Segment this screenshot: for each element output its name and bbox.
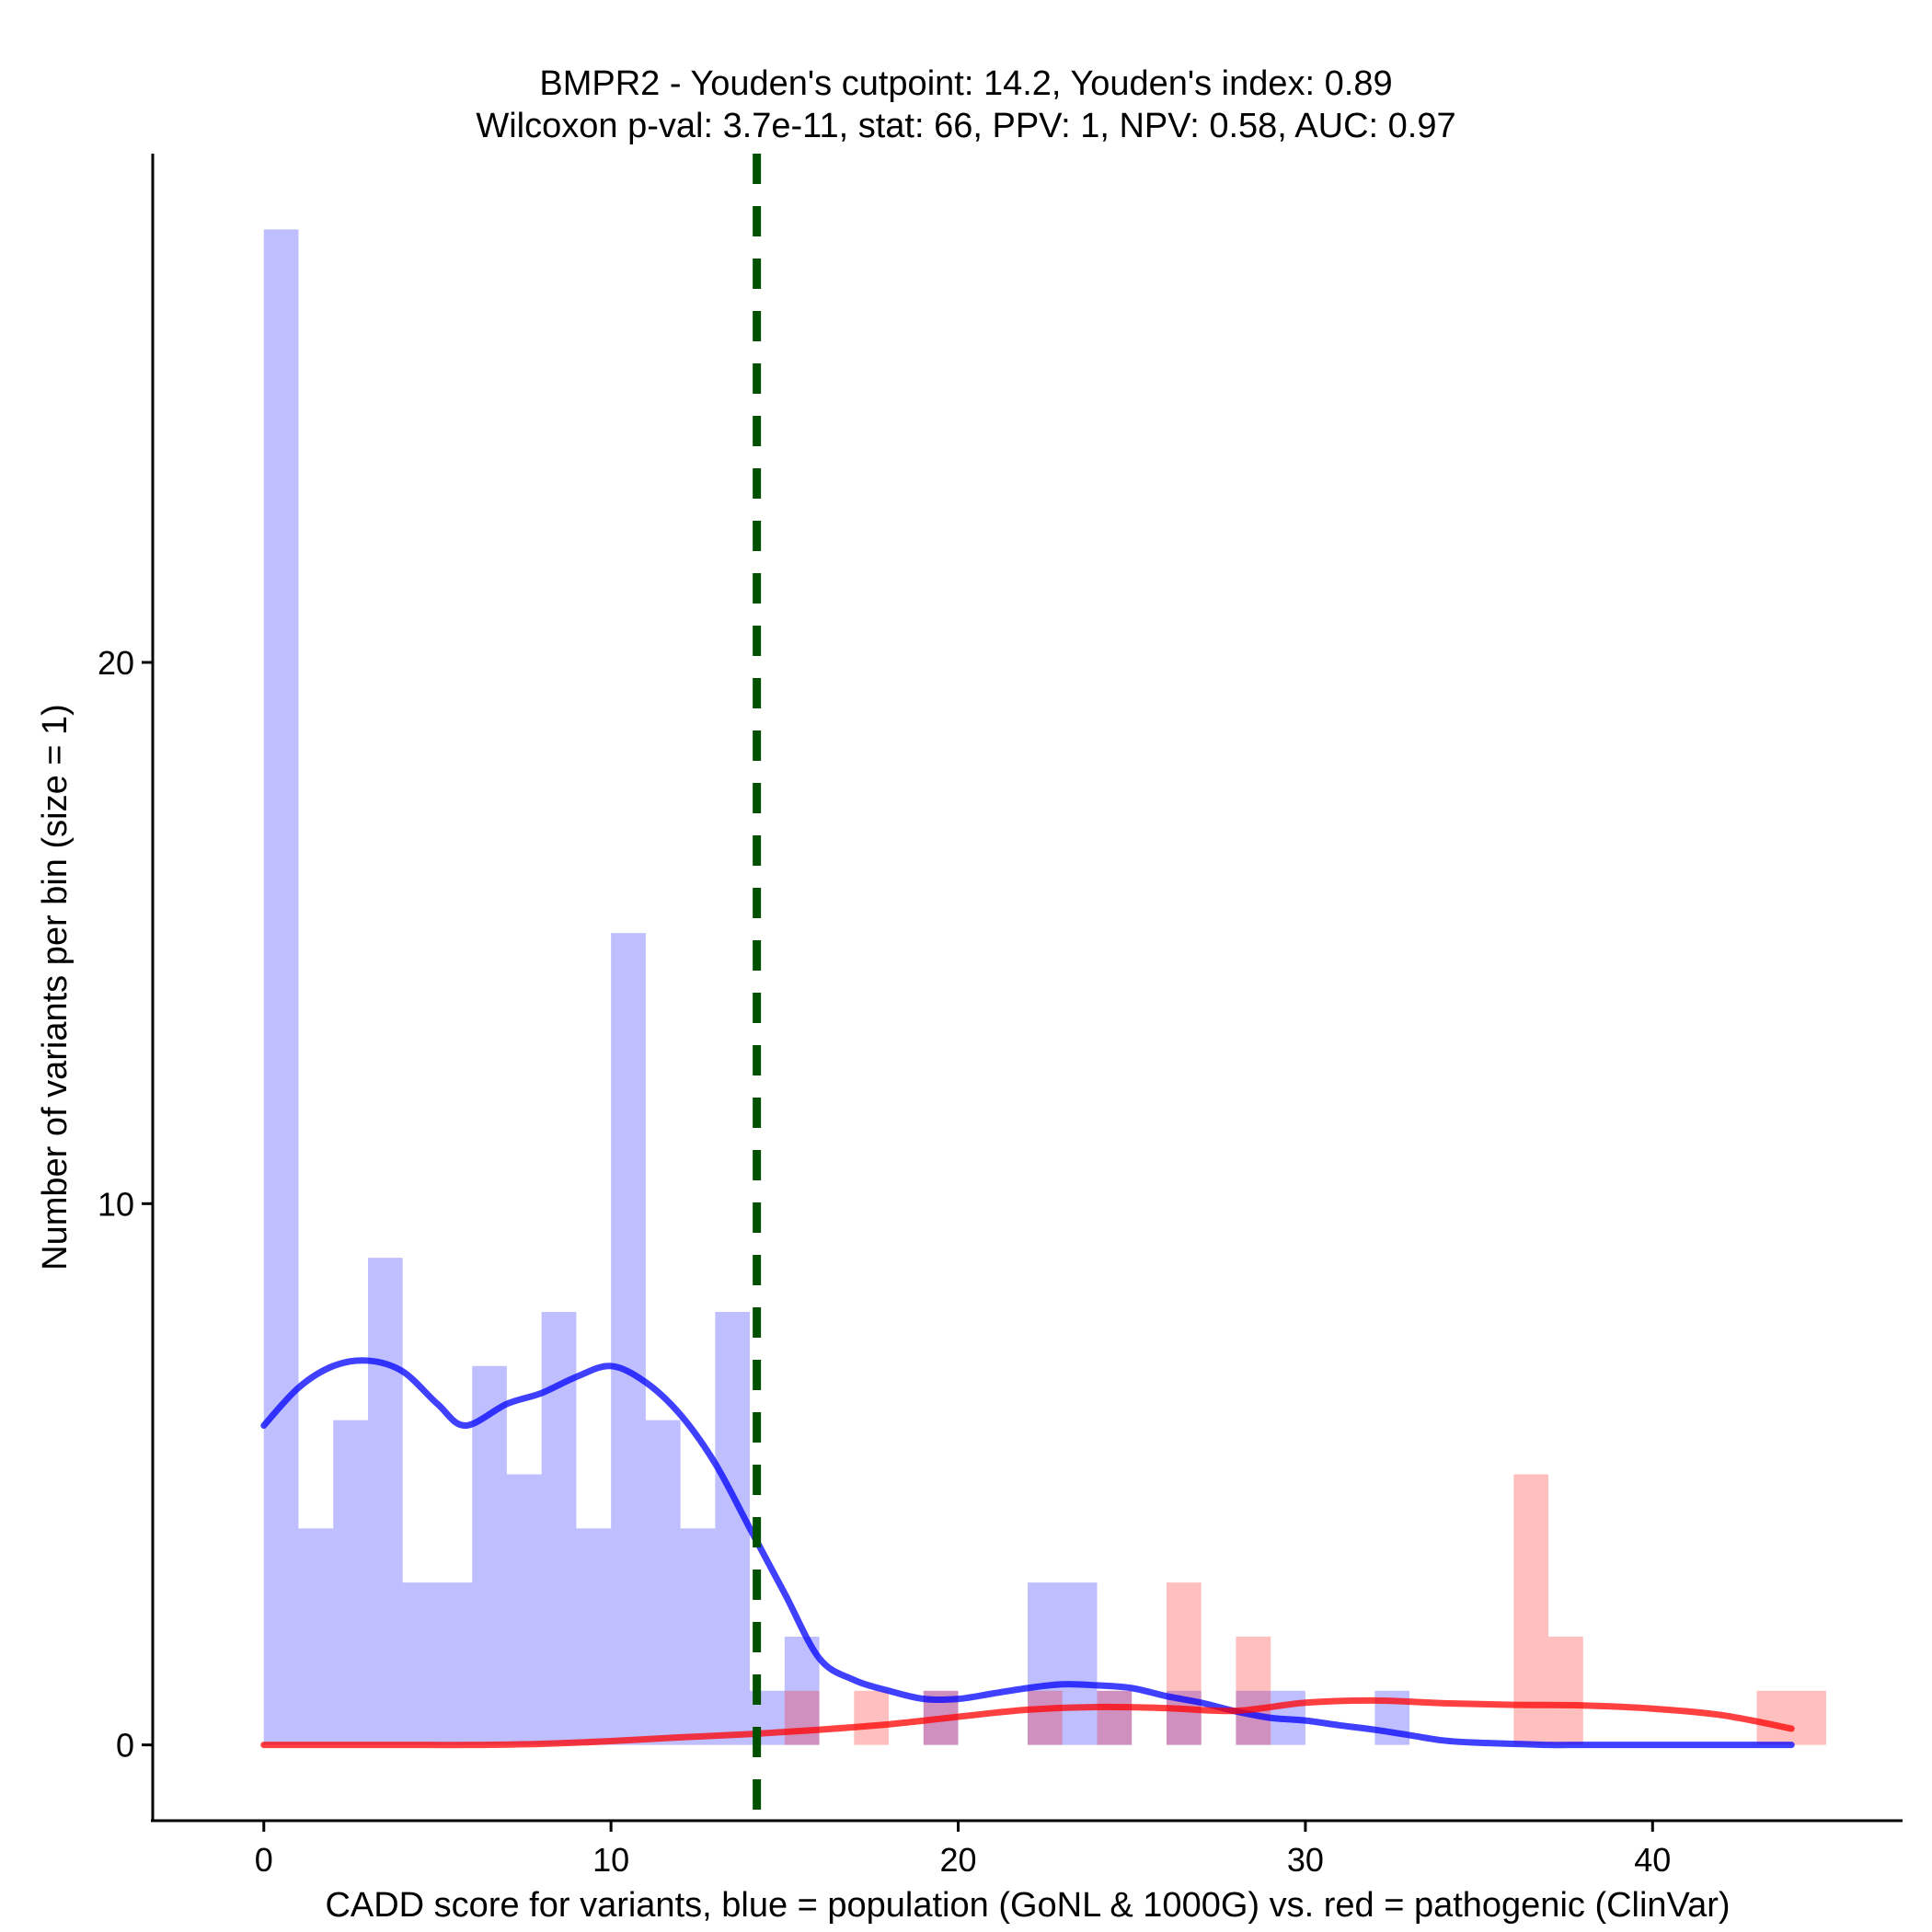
population-bars <box>263 229 1410 1745</box>
pathogenic-bar-28 <box>1236 1636 1271 1745</box>
population-bar-22 <box>1028 1582 1063 1745</box>
population-bar-0 <box>263 229 299 1745</box>
population-bar-10 <box>611 933 646 1745</box>
axes <box>151 154 1903 1823</box>
population-bar-2 <box>333 1420 368 1745</box>
pathogenic-bar-26 <box>1166 1582 1202 1745</box>
x-tick-label: 10 <box>592 1841 629 1879</box>
population-bar-11 <box>645 1420 681 1745</box>
y-tick-label: 20 <box>98 644 134 682</box>
pathogenic-bar-44 <box>1791 1690 1826 1745</box>
population-bar-13 <box>715 1311 751 1745</box>
population-bar-24 <box>1097 1690 1133 1745</box>
population-bar-4 <box>402 1582 438 1745</box>
density-curves <box>260 1357 1795 1749</box>
x-tick-label: 0 <box>255 1841 273 1879</box>
chart-title: BMPR2 - Youden's cutpoint: 14.2, Youden'… <box>539 64 1392 103</box>
pathogenic-bar-24 <box>1097 1690 1133 1745</box>
pathogenic-bars <box>784 1474 1826 1745</box>
x-axis-title: CADD score for variants, blue = populati… <box>325 1886 1730 1925</box>
population-density-curve <box>260 1357 1795 1749</box>
pathogenic-bar-36 <box>1513 1474 1549 1745</box>
population-bar-3 <box>367 1258 403 1745</box>
pathogenic-bar-37 <box>1548 1636 1583 1745</box>
x-tick-label: 40 <box>1634 1841 1671 1879</box>
population-bar-1 <box>298 1528 334 1745</box>
population-bar-9 <box>576 1528 612 1745</box>
y-axis-ticks: 0 10 20 <box>98 644 153 1765</box>
y-axis-title: Number of variants per bin (size = 1) <box>36 704 75 1271</box>
pathogenic-bar-17 <box>854 1690 890 1745</box>
pathogenic-density-curve <box>260 1696 1795 1749</box>
population-bar-12 <box>680 1528 716 1745</box>
y-tick-label: 10 <box>98 1185 134 1223</box>
y-tick-label: 0 <box>116 1727 134 1765</box>
pathogenic-bar-15 <box>784 1690 820 1745</box>
x-tick-label: 20 <box>940 1841 977 1879</box>
population-bar-7 <box>506 1474 542 1745</box>
population-bar-6 <box>472 1365 507 1745</box>
population-bar-5 <box>437 1582 473 1745</box>
pathogenic-bar-43 <box>1756 1690 1792 1745</box>
x-axis-ticks: 0 10 20 30 40 <box>255 1821 1671 1879</box>
chart-subtitle: Wilcoxon p-val: 3.7e-11, stat: 66, PPV: … <box>476 107 1455 145</box>
x-tick-label: 30 <box>1287 1841 1324 1879</box>
pathogenic-bar-22 <box>1028 1690 1063 1745</box>
population-bar-23 <box>1062 1582 1098 1745</box>
